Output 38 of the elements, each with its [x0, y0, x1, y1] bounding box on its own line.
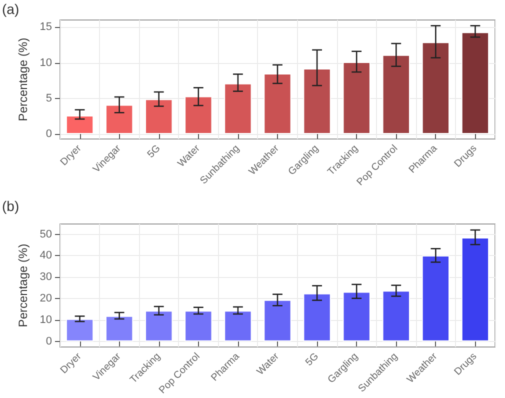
bar — [105, 104, 134, 134]
bar — [184, 310, 212, 342]
bar — [461, 32, 490, 134]
y-tick-label: 10 — [40, 56, 52, 69]
x-tick-label: 5G — [146, 142, 163, 160]
chart-title: (a) — [2, 1, 20, 17]
bar — [342, 62, 370, 134]
bar — [422, 256, 450, 342]
bar — [303, 293, 331, 342]
bar — [382, 290, 410, 342]
bar — [461, 238, 490, 342]
chart-title: (b) — [2, 198, 20, 214]
y-tick-label: 10 — [40, 314, 52, 326]
y-axis-title: Percentage (%) — [16, 38, 30, 122]
y-tick-label: 30 — [40, 271, 52, 284]
y-tick-label: 15 — [40, 21, 52, 34]
y-tick-label: 0 — [46, 128, 52, 140]
y-tick-label: 20 — [40, 292, 52, 305]
y-tick-label: 0 — [46, 335, 52, 348]
bar — [342, 292, 370, 342]
bar — [224, 310, 252, 342]
bar — [145, 99, 173, 134]
bar — [422, 42, 450, 134]
y-tick-label: 50 — [40, 228, 52, 240]
x-tick-label: 5G — [304, 350, 322, 368]
bar — [382, 54, 410, 134]
bar — [224, 83, 252, 134]
bar — [184, 96, 212, 134]
y-axis-title: Percentage (%) — [16, 244, 30, 328]
bar — [264, 73, 292, 134]
bar — [145, 310, 173, 342]
y-tick-label: 40 — [40, 250, 52, 262]
bar — [66, 318, 94, 342]
bar — [264, 300, 292, 342]
bar — [303, 68, 331, 134]
bar — [105, 316, 134, 342]
bar — [66, 115, 94, 134]
y-tick-label: 5 — [46, 92, 52, 104]
